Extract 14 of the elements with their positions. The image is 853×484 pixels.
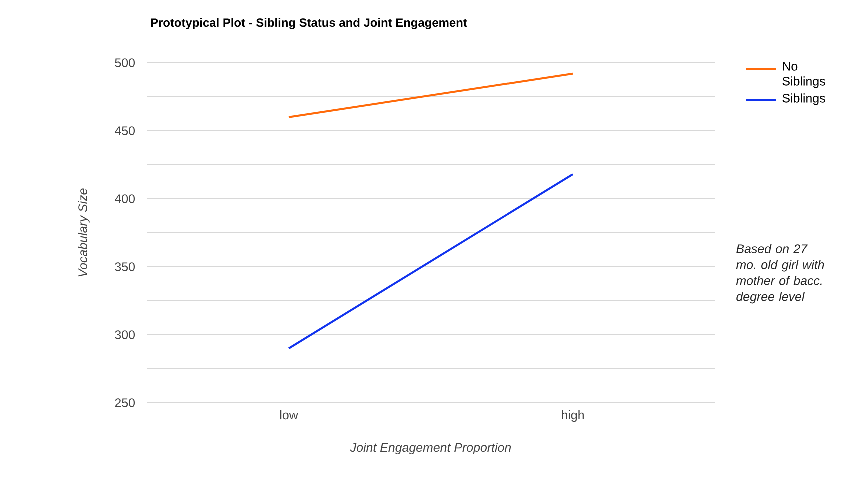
chart-title: Prototypical Plot - Sibling Status and Joint Engagement xyxy=(151,18,468,30)
y-tick-label: 450 xyxy=(114,126,135,136)
x-tick-label: high xyxy=(562,410,584,422)
x-axis-title: Joint Engagement Proportion xyxy=(350,442,512,455)
y-tick-label: 500 xyxy=(115,58,135,68)
y-tick-label: 350 xyxy=(115,262,135,272)
text: Based on 27 mo. old girl with mother of bacc. degree level xyxy=(736,244,824,304)
y-tick-label: 300 xyxy=(115,330,135,340)
legend-label: No Siblings xyxy=(782,62,826,88)
legend-label: Siblings xyxy=(782,94,826,106)
x-tick-label: low xyxy=(280,410,298,420)
y-tick-label: 250 xyxy=(115,398,135,408)
y-axis-title: Vocabulary Size xyxy=(78,188,90,277)
y-tick-label: 400 xyxy=(114,194,135,204)
